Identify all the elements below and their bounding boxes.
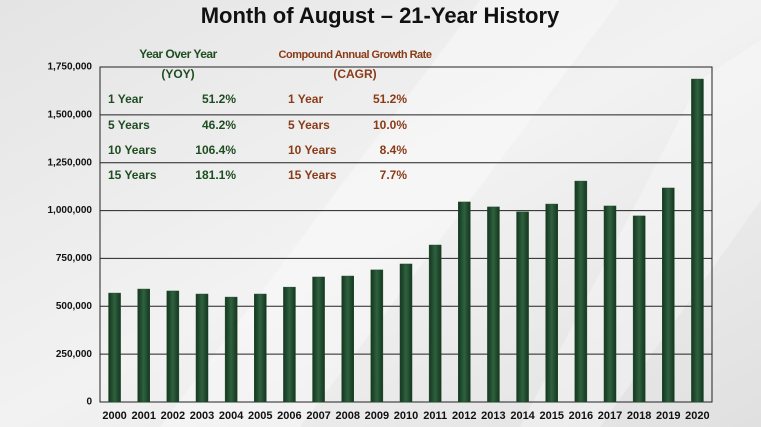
table-value: 10.0% [373, 118, 407, 132]
table-label: 15 Years [108, 168, 157, 182]
bar [691, 78, 704, 403]
x-tick-label: 2010 [394, 410, 418, 422]
y-tick-label: 1,500,000 [48, 109, 93, 120]
y-tick-label: 750,000 [56, 253, 93, 264]
x-tick-label: 2002 [161, 410, 185, 422]
bar [516, 211, 529, 403]
x-tick-label: 2007 [306, 410, 330, 422]
background-streak [160, 0, 620, 427]
table-value: 51.2% [202, 92, 236, 106]
x-tick-label: 2017 [598, 410, 622, 422]
table-label: 5 Years [288, 118, 330, 132]
table-label: 10 Years [288, 143, 337, 157]
table-label: 15 Years [288, 168, 337, 182]
bar [195, 293, 209, 403]
y-tick-label: 1,750,000 [48, 62, 93, 73]
table-value: 8.4% [380, 143, 408, 157]
bar [283, 286, 296, 403]
x-tick-label: 2009 [365, 410, 389, 422]
table-label: 10 Years [108, 143, 157, 157]
x-tick-label: 2008 [335, 410, 359, 422]
table-title: Compound Annual Growth Rate [279, 49, 432, 61]
x-tick-label: 2012 [452, 410, 476, 422]
bar [632, 215, 646, 403]
bar [428, 244, 442, 403]
table-label: 1 Year [288, 92, 323, 106]
x-tick-label: 2014 [510, 410, 535, 422]
table-title: Year Over Year [139, 47, 217, 61]
x-tick-label: 2000 [102, 410, 126, 422]
bar [458, 201, 471, 403]
table-subtitle: (YOY) [161, 67, 194, 81]
bar [370, 269, 384, 403]
bar [487, 206, 500, 403]
x-tick-label: 2013 [481, 410, 505, 422]
bar [254, 293, 267, 403]
y-tick-label: 250,000 [56, 349, 93, 360]
x-tick-label: 2006 [277, 410, 301, 422]
x-tick-label: 2005 [248, 410, 272, 422]
table-value: 46.2% [202, 118, 236, 132]
table-label: 5 Years [108, 118, 150, 132]
y-tick-label: 1,000,000 [48, 205, 93, 216]
bar [312, 276, 325, 403]
bar [166, 290, 180, 403]
bar [108, 292, 121, 403]
x-tick-label: 2018 [627, 410, 651, 422]
bar [545, 203, 558, 403]
y-tick-label: 500,000 [56, 301, 93, 312]
bar [662, 187, 675, 403]
x-tick-label: 2003 [190, 410, 214, 422]
bar [399, 263, 413, 403]
bar [341, 275, 354, 403]
y-tick-label: 1,250,000 [48, 157, 93, 168]
x-tick-label: 2011 [423, 410, 447, 422]
bar [574, 180, 588, 403]
table-value: 181.1% [195, 168, 236, 182]
table-subtitle: (CAGR) [333, 67, 376, 81]
bar [137, 288, 150, 403]
x-tick-label: 2016 [569, 410, 593, 422]
table-value: 51.2% [373, 92, 407, 106]
x-tick-label: 2015 [539, 410, 563, 422]
chart-title: Month of August – 21-Year History [201, 3, 560, 28]
table-value: 7.7% [380, 168, 408, 182]
x-tick-label: 2020 [685, 410, 709, 422]
x-tick-label: 2004 [219, 410, 244, 422]
table-value: 106.4% [195, 143, 236, 157]
x-tick-label: 2001 [131, 410, 155, 422]
x-tick-label: 2019 [656, 410, 680, 422]
bar [603, 205, 617, 403]
table-label: 1 Year [108, 92, 143, 106]
bar [224, 296, 238, 403]
y-tick-label: 0 [86, 397, 92, 408]
